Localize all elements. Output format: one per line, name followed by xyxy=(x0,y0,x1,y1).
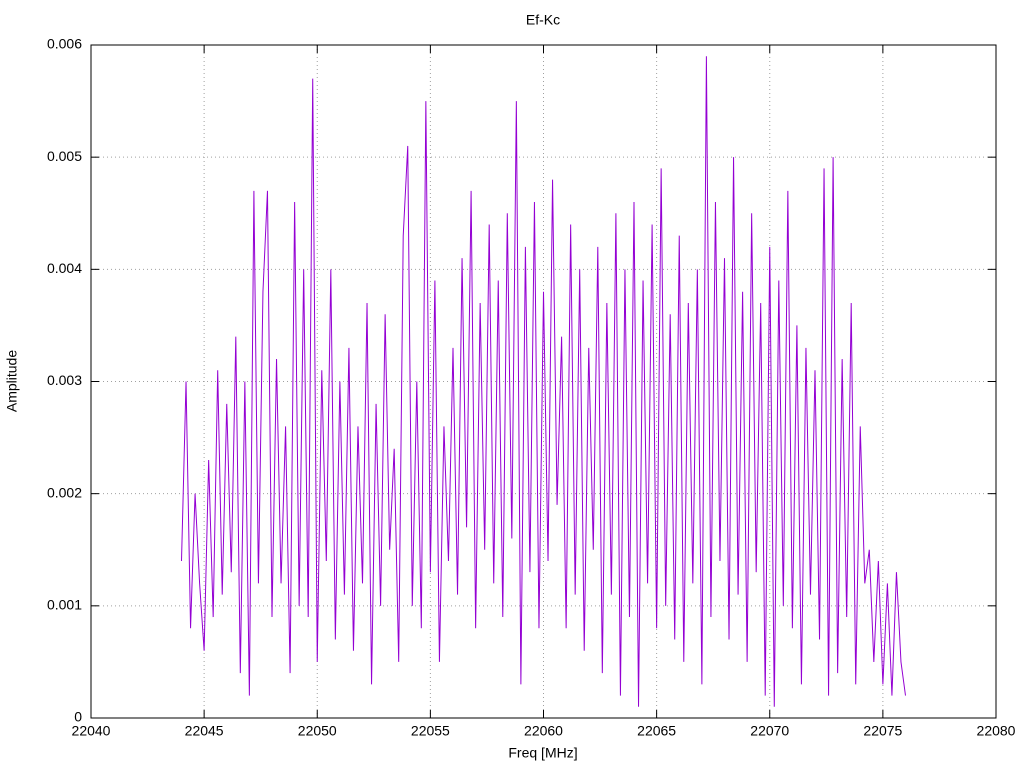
x-tick-label: 22075 xyxy=(863,723,902,739)
x-tick-label: 22060 xyxy=(524,723,563,739)
y-tick-label: 0.003 xyxy=(47,372,82,388)
x-tick-label: 22045 xyxy=(185,723,224,739)
y-tick-label: 0.002 xyxy=(47,484,82,500)
x-tick-label: 22080 xyxy=(977,723,1016,739)
y-tick-label: 0.006 xyxy=(47,36,82,52)
plot-border xyxy=(90,44,997,719)
x-tick-label: 22050 xyxy=(298,723,337,739)
x-tick-label: 22040 xyxy=(72,723,111,739)
x-tick-label: 22055 xyxy=(411,723,450,739)
y-tick-label: 0.005 xyxy=(47,148,82,164)
data-line xyxy=(181,56,906,707)
chart-title: Ef-Kc xyxy=(526,12,560,28)
y-tick-label: 0.004 xyxy=(47,260,82,276)
x-tick-label: 22070 xyxy=(750,723,789,739)
x-axis-label: Freq [MHz] xyxy=(508,745,577,761)
x-tick-label: 22065 xyxy=(637,723,676,739)
y-tick-label: 0 xyxy=(74,709,82,725)
y-axis-label: Amplitude xyxy=(4,350,20,412)
y-tick-label: 0.001 xyxy=(47,597,82,613)
